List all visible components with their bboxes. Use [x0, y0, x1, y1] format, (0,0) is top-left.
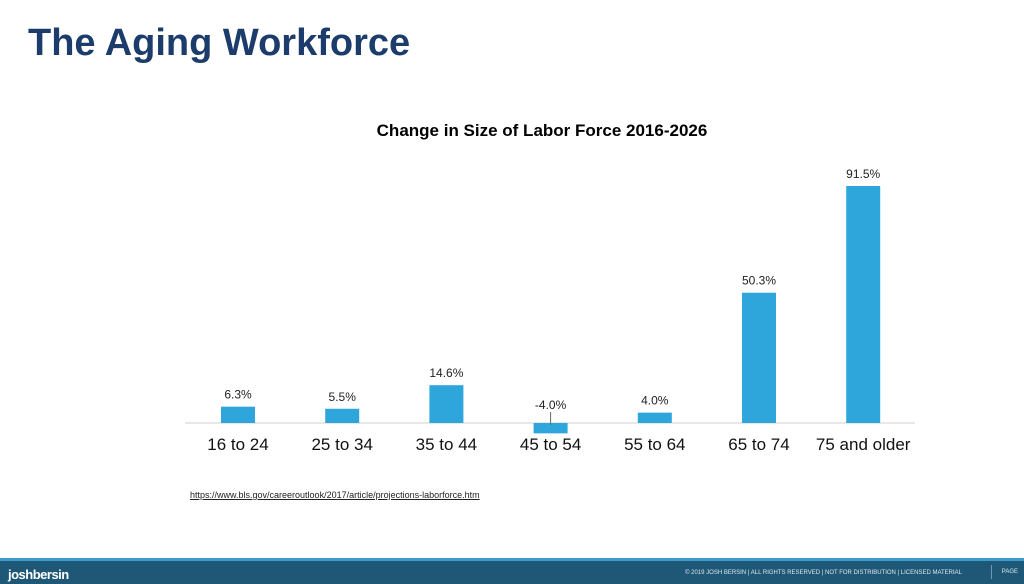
data-label: 6.3% — [224, 388, 252, 402]
bar-4 — [637, 412, 672, 423]
data-label: 4.0% — [641, 394, 669, 408]
bar-0 — [221, 406, 255, 423]
logo: joshbersin — [8, 567, 69, 582]
bar-3 — [533, 423, 568, 434]
copyright-text: © 2019 JOSH BERSIN | ALL RIGHTS RESERVED… — [685, 570, 962, 576]
slide-title: The Aging Workforce — [28, 22, 411, 64]
x-tick-label: 65 to 74 — [728, 435, 789, 454]
data-label: 5.5% — [329, 390, 357, 404]
data-label: 14.6% — [429, 366, 463, 380]
bar-chart: Change in Size of Labor Force 2016-2026 … — [185, 121, 915, 454]
data-label: 91.5% — [846, 167, 880, 181]
bar-6 — [846, 186, 881, 423]
bar-1 — [325, 408, 360, 423]
bar-2 — [429, 385, 464, 423]
x-tick-label: 75 and older — [816, 435, 911, 454]
x-tick-label: 25 to 34 — [311, 435, 372, 454]
page-label: PAGE — [990, 565, 1018, 579]
x-tick-label: 45 to 54 — [520, 435, 581, 454]
x-tick-label: 55 to 64 — [624, 435, 685, 454]
chart-title: Change in Size of Labor Force 2016-2026 — [377, 121, 708, 140]
x-tick-label: 35 to 44 — [416, 435, 477, 454]
x-tick-label: 16 to 24 — [207, 435, 268, 454]
footer: joshbersin © 2019 JOSH BERSIN | ALL RIGH… — [0, 558, 1024, 584]
data-label: -4.0% — [535, 398, 567, 412]
source-link[interactable]: https://www.bls.gov/careeroutlook/2017/a… — [190, 490, 480, 500]
data-label: 50.3% — [742, 274, 776, 288]
bar-5 — [742, 292, 776, 423]
